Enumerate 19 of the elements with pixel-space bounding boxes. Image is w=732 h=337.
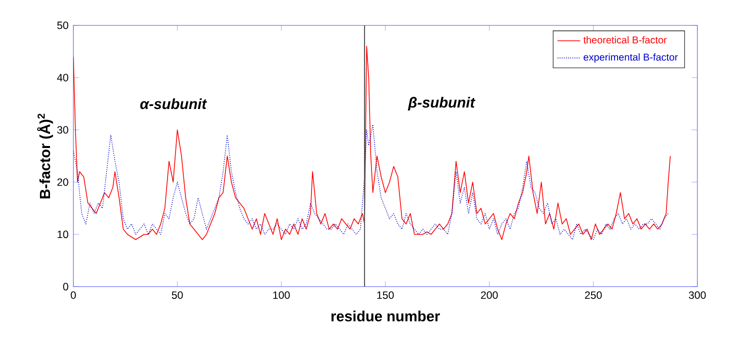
legend-label: theoretical B-factor <box>583 36 667 44</box>
annotation: α-subunit <box>140 98 208 109</box>
legend-label: experimental B-factor <box>584 53 678 62</box>
y-tick-label: 40 <box>57 74 68 82</box>
x-tick-label: 50 <box>172 291 183 299</box>
x-tick-label: 100 <box>273 291 290 299</box>
annotation: β-subunit <box>408 96 476 110</box>
y-axis-title: B-factor (Å)$^{2}$ <box>37 114 54 198</box>
x-tick-label: 250 <box>585 291 602 299</box>
x-tick-label: 300 <box>688 291 706 299</box>
x-tick-label: 200 <box>481 291 498 299</box>
y-tick-label: 50 <box>57 21 68 29</box>
y-tick-label: 0 <box>63 282 68 290</box>
y-tick-label: 20 <box>57 178 68 186</box>
y-tick-label: 30 <box>57 126 68 134</box>
x-tick-label: 0 <box>70 291 76 299</box>
y-tick-label: 10 <box>58 230 68 238</box>
x-tick-label: 150 <box>377 291 394 299</box>
x-axis-title: residue number <box>331 310 440 322</box>
